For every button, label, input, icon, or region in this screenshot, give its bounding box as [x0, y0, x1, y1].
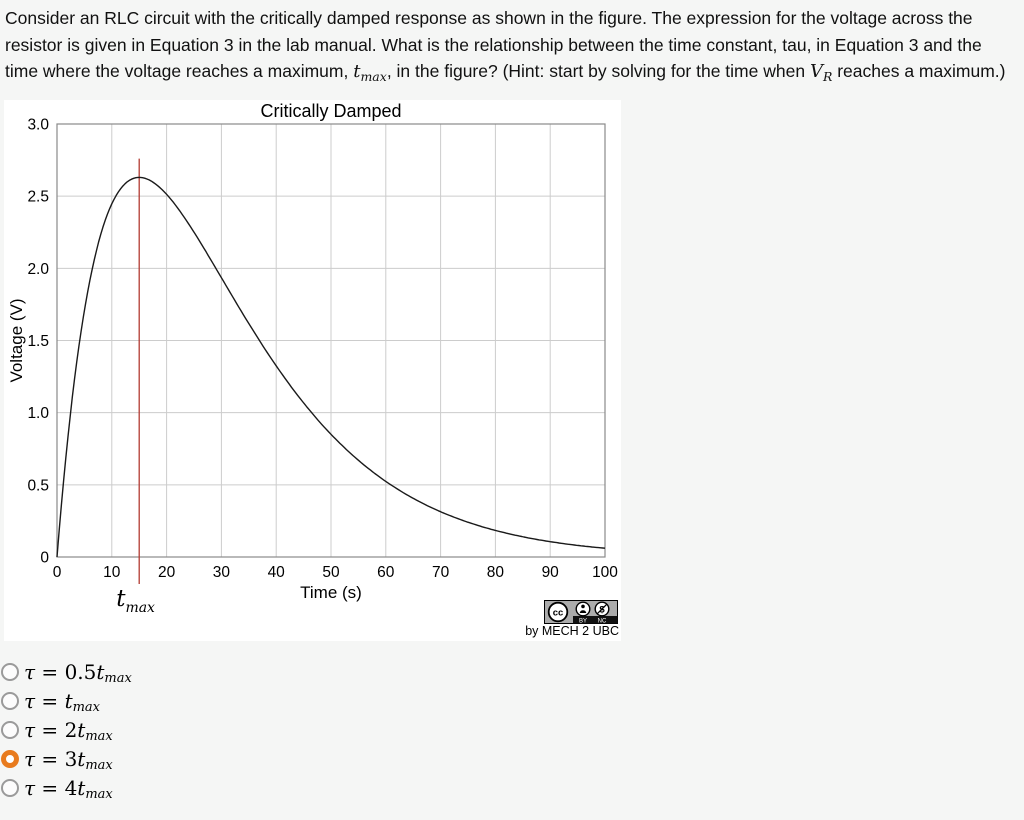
t-variable: t	[64, 689, 73, 713]
person-head	[581, 604, 585, 608]
answer-option-label: τ = 0.5tmax	[24, 660, 132, 686]
coefficient: 2	[64, 718, 78, 742]
equals-sign: =	[35, 747, 65, 771]
y-axis-label: Voltage (V)	[7, 298, 26, 382]
equals-sign: =	[35, 689, 65, 713]
y-tick-label: 3.0	[27, 116, 49, 133]
t-variable: t	[96, 660, 105, 684]
by-label: BY	[579, 618, 587, 624]
dollar-slash	[596, 603, 608, 614]
voltage-chart-svg: Critically Damped 0 10 20 30 40 50 60 70 80 90 100 0…	[7, 101, 618, 616]
answer-option-label: τ = tmax	[24, 689, 101, 715]
plot-frame	[56, 122, 606, 558]
coefficient: 3	[64, 747, 78, 771]
question-math-subscript: max	[360, 69, 387, 84]
equals-sign: =	[35, 776, 65, 800]
tau-symbol: τ	[24, 776, 36, 800]
x-tick-label: 100	[592, 564, 618, 581]
y-tick-label: 1.0	[27, 405, 49, 422]
answer-option-label: τ = 3tmax	[24, 747, 113, 773]
question-text-segment: reaches a maximum.)	[832, 61, 1006, 81]
question-math-symbol: V	[809, 61, 823, 82]
cc-icon	[547, 601, 569, 622]
answer-option-2[interactable]: τ = 2tmax	[1, 716, 1024, 745]
nc-label: NC	[598, 618, 607, 624]
x-tick-label: 50	[322, 564, 340, 581]
radio-button[interactable]	[1, 779, 19, 797]
y-tick-label: 2.0	[27, 260, 49, 277]
x-tick-label: 60	[377, 564, 395, 581]
tmax-annotation: tmax	[116, 586, 155, 616]
t-variable: t	[77, 718, 86, 742]
answer-options: τ = 0.5tmax τ = tmax τ = 2tmax τ = 3tmax τ =…	[1, 658, 1024, 803]
radio-button[interactable]	[1, 721, 19, 739]
x-tick-label: 90	[542, 564, 560, 581]
t-variable: t	[77, 776, 86, 800]
attribution-person-icon	[575, 600, 591, 617]
tmax-annotation-sub: max	[125, 600, 155, 616]
question-math-symbol: t	[353, 61, 361, 82]
y-tick-label: 2.5	[27, 188, 49, 205]
x-tick-label: 70	[432, 564, 450, 581]
x-tick-label: 30	[213, 564, 231, 581]
radio-button[interactable]	[1, 663, 19, 681]
answer-option-1[interactable]: τ = tmax	[1, 687, 1024, 716]
tau-symbol: τ	[24, 660, 36, 684]
answer-option-3[interactable]: τ = 3tmax	[1, 745, 1024, 774]
max-subscript: max	[104, 671, 132, 686]
x-tick-label: 0	[53, 564, 62, 581]
answer-option-label: τ = 2tmax	[24, 718, 113, 744]
equals-sign: =	[35, 660, 65, 684]
question-math-subscript: R	[822, 69, 833, 84]
dollar-glyph: $	[599, 604, 605, 615]
radio-button-selected[interactable]	[1, 750, 19, 768]
tau-symbol: τ	[24, 718, 36, 742]
response-curve	[56, 176, 606, 557]
coefficient: 0.5	[64, 660, 97, 684]
y-tick-label: 0.5	[27, 477, 49, 494]
x-tick-label: 40	[268, 564, 286, 581]
x-tick-label: 20	[158, 564, 176, 581]
question-text-segment: Consider an RLC circuit with the critica…	[5, 8, 982, 81]
badge-black-strip	[573, 615, 618, 623]
y-tick-label: 0	[40, 549, 49, 566]
cc-license-badge: cc $ BY NC	[544, 599, 618, 624]
person-body	[579, 609, 587, 613]
t-variable: t	[77, 747, 86, 771]
answer-option-4[interactable]: τ = 4tmax	[1, 774, 1024, 803]
tmax-annotation-base: t	[116, 586, 126, 612]
y-tick-label: 1.5	[27, 333, 49, 350]
x-tick-label: 80	[487, 564, 505, 581]
max-subscript: max	[85, 787, 113, 802]
question-text: Consider an RLC circuit with the critica…	[0, 0, 1024, 91]
x-axis-label: Time (s)	[300, 583, 362, 602]
chart-title: Critically Damped	[260, 101, 401, 121]
max-subscript: max	[85, 729, 113, 744]
attribution-text: by MECH 2 UBC	[525, 623, 619, 638]
cc-icon-text: cc	[553, 607, 564, 618]
max-subscript: max	[72, 700, 101, 715]
answer-option-label: τ = 4tmax	[24, 776, 113, 802]
x-tick-label: 10	[103, 564, 121, 581]
tau-symbol: τ	[24, 689, 36, 713]
radio-button[interactable]	[1, 692, 19, 710]
cc-license-svg: cc $ BY NC	[544, 599, 618, 624]
answer-option-0[interactable]: τ = 0.5tmax	[1, 658, 1024, 687]
tau-symbol: τ	[24, 747, 36, 771]
chart-panel: Critically Damped 0 10 20 30 40 50 60 70 80 90 100 0…	[4, 99, 621, 641]
max-subscript: max	[85, 758, 113, 773]
equals-sign: =	[35, 718, 65, 742]
coefficient: 4	[64, 776, 78, 800]
question-text-segment: , in the figure? (Hint: start by solving…	[386, 61, 810, 81]
